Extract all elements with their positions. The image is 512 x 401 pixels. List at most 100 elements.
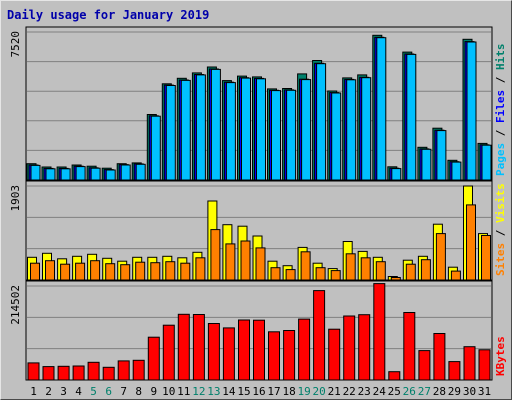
bar-sites-day-31 — [481, 235, 491, 281]
bar-sites-day-3 — [60, 263, 71, 281]
bar-kbytes-day-9 — [147, 336, 160, 381]
x-tick-label-day-7: 7 — [120, 385, 127, 398]
bar-sites-day-23 — [360, 257, 371, 281]
x-tick-label-day-13: 13 — [207, 385, 220, 398]
bar-kbytes-day-19 — [298, 318, 311, 381]
bar-kbytes-day-22 — [343, 315, 356, 381]
bar-kbytes-day-23 — [358, 314, 371, 381]
bar-sites-day-1 — [30, 262, 40, 281]
bar-pages-day-10 — [165, 85, 176, 181]
bar-sites-day-5 — [90, 260, 101, 281]
legend-hits: Hits — [494, 44, 507, 71]
bar-pages-day-28 — [436, 130, 447, 181]
bar-pages-day-24 — [376, 37, 387, 181]
bar-kbytes-day-24 — [373, 283, 386, 381]
x-tick-label-day-25: 25 — [388, 385, 401, 398]
bar-kbytes-day-2 — [42, 366, 55, 381]
bar-sites-day-30 — [466, 204, 476, 281]
bar-sites-day-6 — [105, 263, 116, 281]
x-tick-label-day-17: 17 — [267, 385, 280, 398]
bar-kbytes-day-25 — [388, 371, 401, 381]
bar-pages-day-25 — [391, 168, 402, 181]
bar-kbytes-day-16 — [253, 319, 265, 381]
bar-sites-day-15 — [240, 240, 251, 281]
x-tick-label-day-30: 30 — [463, 385, 476, 398]
bar-kbytes-day-30 — [463, 346, 476, 381]
bar-pages-day-5 — [90, 167, 101, 181]
bar-sites-day-14 — [225, 243, 236, 281]
bar-pages-day-17 — [271, 90, 281, 181]
x-tick-label-day-3: 3 — [60, 385, 67, 398]
bar-sites-day-24 — [375, 261, 386, 281]
bar-sites-day-12 — [195, 257, 206, 281]
x-tick-label-day-4: 4 — [75, 385, 82, 398]
bar-pages-day-22 — [346, 79, 357, 181]
panel-middle-legend: Sites / Visits — [494, 183, 507, 276]
panel-bottom-legend: KBytes — [494, 336, 507, 376]
x-tick-label-day-1: 1 — [30, 385, 37, 398]
bar-pages-day-19 — [301, 79, 312, 181]
bar-pages-day-26 — [406, 53, 417, 181]
x-tick-label-day-2: 2 — [45, 385, 52, 398]
x-tick-label-day-16: 16 — [252, 385, 265, 398]
x-tick-label-day-28: 28 — [433, 385, 446, 398]
bar-pages-day-3 — [60, 168, 71, 181]
bar-pages-day-1 — [30, 164, 41, 181]
legend-separator: / — [494, 70, 507, 90]
bar-kbytes-day-18 — [283, 330, 296, 381]
bar-kbytes-day-20 — [313, 290, 326, 381]
bar-kbytes-day-14 — [222, 327, 235, 381]
bar-kbytes-day-7 — [117, 360, 130, 381]
bar-kbytes-day-4 — [72, 365, 85, 381]
bar-pages-day-13 — [210, 68, 221, 181]
bar-sites-day-21 — [330, 270, 341, 281]
bar-kbytes-day-11 — [177, 313, 190, 381]
legend-separator: / — [494, 223, 507, 243]
bar-kbytes-day-13 — [207, 323, 220, 381]
bar-kbytes-day-26 — [403, 312, 416, 381]
x-tick-label-day-26: 26 — [403, 385, 416, 398]
bar-kbytes-day-3 — [57, 365, 70, 381]
x-tick-label-day-10: 10 — [162, 385, 175, 398]
bar-pages-day-29 — [451, 161, 462, 181]
bar-sites-day-28 — [435, 233, 446, 281]
x-tick-label-day-18: 18 — [282, 385, 295, 398]
legend-sites: Sites — [494, 243, 507, 276]
x-tick-label-day-27: 27 — [418, 385, 431, 398]
bar-kbytes-day-15 — [238, 319, 250, 381]
x-tick-label-day-6: 6 — [105, 385, 112, 398]
bar-sites-day-29 — [450, 270, 461, 281]
legend-files: Files — [494, 90, 507, 123]
bar-sites-day-11 — [180, 262, 191, 281]
bar-kbytes-day-27 — [418, 350, 431, 381]
x-tick-label-day-11: 11 — [177, 385, 190, 398]
x-tick-label-day-21: 21 — [328, 385, 341, 398]
bar-kbytes-day-8 — [132, 359, 145, 381]
bar-sites-day-26 — [405, 263, 416, 281]
panel-middle-max-label: 1903 — [9, 185, 22, 212]
x-tick-label-day-9: 9 — [150, 385, 157, 398]
bar-pages-day-20 — [316, 63, 327, 181]
bar-sites-day-18 — [285, 269, 296, 281]
bar-kbytes-day-6 — [102, 366, 115, 381]
x-tick-label-day-20: 20 — [312, 385, 325, 398]
bar-sites-day-10 — [165, 261, 176, 281]
bar-sites-day-7 — [120, 264, 131, 281]
bar-sites-day-16 — [255, 247, 266, 281]
bar-kbytes-day-12 — [192, 314, 205, 381]
bar-kbytes-day-29 — [448, 361, 461, 381]
x-tick-label-day-8: 8 — [135, 385, 142, 398]
bar-sites-day-27 — [420, 259, 431, 281]
bar-kbytes-day-21 — [328, 328, 341, 381]
bar-pages-day-14 — [225, 82, 236, 181]
bar-kbytes-day-1 — [27, 362, 40, 381]
bar-sites-day-8 — [135, 261, 146, 281]
x-tick-label-day-12: 12 — [192, 385, 205, 398]
chart-title: Daily usage for January 2019 — [7, 8, 210, 22]
legend-separator: / — [494, 123, 507, 143]
panel-top-legend: Pages / Files / Hits — [494, 44, 507, 177]
bar-pages-day-7 — [120, 164, 131, 181]
bar-sites-day-25 — [390, 277, 401, 281]
